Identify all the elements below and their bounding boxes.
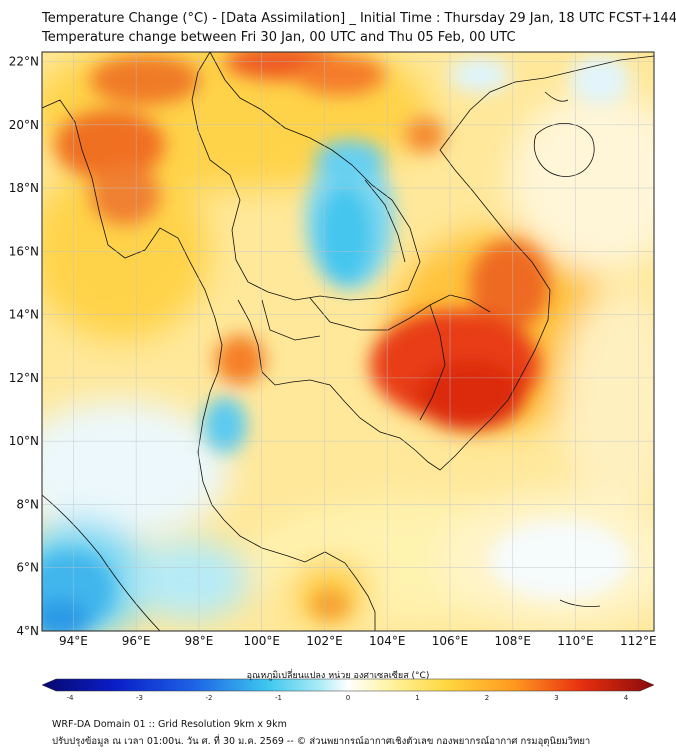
map-frame (41, 51, 655, 632)
lon-tick-label: 100°E (243, 634, 280, 648)
map-title: Temperature Change (°C) - [Data Assimila… (42, 11, 676, 26)
lat-tick-label: 20°N (9, 118, 39, 132)
lon-tick-label: 112°E (620, 634, 657, 648)
colorbar-tick-label: 3 (554, 694, 558, 702)
lon-tick-label: 94°E (59, 634, 88, 648)
lat-tick-label: 4°N (16, 624, 39, 638)
lon-tick-label: 106°E (432, 634, 469, 648)
colorbar: -4 -3 -2 -1 0 1 2 3 4 (41, 678, 655, 702)
colorbar-ramp (41, 678, 655, 692)
lat-tick-label: 18°N (9, 181, 39, 195)
lon-tick-label: 96°E (122, 634, 151, 648)
lon-tick-label: 108°E (495, 634, 532, 648)
lat-tick-label: 22°N (9, 54, 39, 68)
colorbar-tick-label: 2 (485, 694, 489, 702)
colorbar-tick-label: -2 (206, 694, 213, 702)
colorbar-tick-label: 4 (624, 694, 629, 702)
lat-tick-label: 16°N (9, 244, 39, 258)
lat-tick-label: 12°N (9, 371, 39, 385)
lon-tick-label: 98°E (184, 634, 213, 648)
temperature-field (42, 52, 654, 631)
lat-tick-label: 10°N (9, 434, 39, 448)
lat-tick-label: 8°N (16, 497, 39, 511)
lat-tick-label: 6°N (16, 561, 39, 575)
lon-tick-label: 104°E (369, 634, 406, 648)
colorbar-title: อุณหภูมิเปลี่ยนแปลง หน่วย องศาเซลเซียส (… (246, 671, 430, 681)
lon-tick-label: 110°E (557, 634, 594, 648)
lat-tick-label: 14°N (9, 308, 39, 322)
colorbar-tick-label: -4 (67, 694, 75, 702)
lon-tick-label: 102°E (306, 634, 343, 648)
colorbar-tick-label: -3 (136, 694, 143, 702)
colorbar-tick-label: 0 (346, 694, 350, 702)
footer-model-info: WRF-DA Domain 01 :: Grid Resolution 9km … (52, 719, 287, 730)
footer-credit: ปรับปรุงข้อมูล ณ เวลา 01:00น. วัน ศ. ที่… (52, 736, 591, 747)
lat-lon-grid (42, 52, 654, 632)
colorbar-tick-label: -1 (275, 694, 282, 702)
colorbar-tick-label: 1 (415, 694, 419, 702)
coastlines-borders (42, 52, 654, 631)
map-subtitle: Temperature change between Fri 30 Jan, 0… (42, 30, 516, 45)
